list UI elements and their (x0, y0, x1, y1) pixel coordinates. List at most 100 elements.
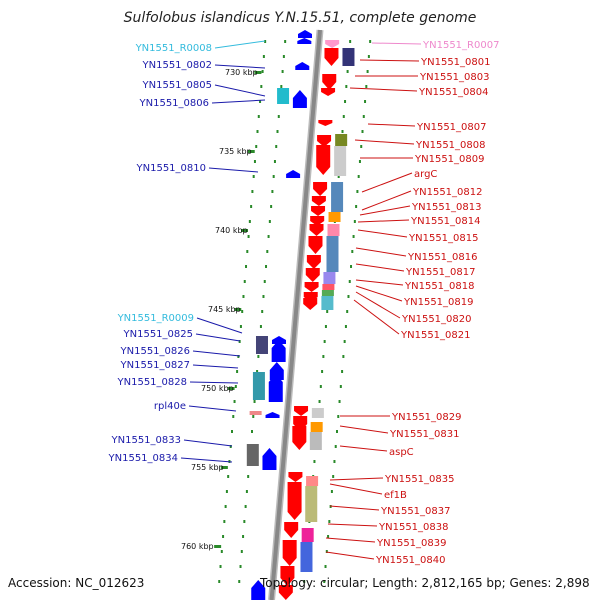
tick-dot (250, 205, 253, 208)
gene-label: rpl40e (154, 401, 186, 412)
gene-arrow (305, 268, 320, 282)
tick-dot (281, 70, 284, 73)
gene-arrow (308, 236, 323, 254)
tick-dot (270, 205, 273, 208)
tick-dot (256, 130, 259, 133)
backbone-line (269, 29, 322, 600)
tick-dot (262, 295, 265, 298)
connector (188, 405, 237, 412)
cog-block (328, 212, 341, 222)
gene-label: YN1551_0816 (407, 252, 478, 263)
tick-dot (325, 550, 328, 553)
connector (354, 139, 415, 145)
connector (349, 87, 418, 92)
gene-label: YN1551_0829 (391, 412, 462, 423)
right-gene-labels: YN1551_R0007 YN1551_0801 YN1551_0803 YN1… (375, 40, 499, 566)
gene-arrow (251, 580, 266, 600)
cog-block (334, 146, 347, 176)
connector (211, 99, 266, 104)
connector (214, 64, 266, 69)
connector (355, 291, 401, 319)
tick-dot (239, 325, 242, 328)
tick-dot (355, 205, 358, 208)
tick-dot (356, 190, 359, 193)
tick-dot (243, 280, 246, 283)
gene-label: YN1551_0802 (142, 60, 213, 71)
gene-label: YN1551_0812 (412, 187, 483, 198)
gene-arrow (278, 585, 293, 600)
cog-block (306, 476, 319, 486)
cog-block (326, 236, 339, 272)
gene-arrow (294, 406, 309, 416)
gene-arrow (311, 206, 326, 216)
cog-blocks (246, 48, 355, 572)
gene-label: YN1551_R0007 (422, 40, 499, 51)
tick-dot (345, 85, 348, 88)
tick-dot (303, 580, 306, 583)
kbp-label: 760 kbp (181, 542, 214, 551)
tick-dot (336, 430, 338, 433)
gene-label: YN1551_0834 (108, 453, 179, 464)
connector (325, 551, 375, 560)
tick-dot (337, 415, 340, 418)
gene-label: YN1551_0807 (416, 122, 487, 133)
backbone (268, 29, 324, 600)
connector (359, 59, 420, 62)
tick-dot (259, 325, 262, 328)
tick-dot (225, 490, 228, 493)
gene-arrow (282, 540, 297, 566)
tick-dot (265, 265, 268, 268)
cog-block (309, 432, 322, 450)
gene-label: YN1551_R0008 (135, 43, 212, 54)
cog-block (321, 290, 334, 296)
gene-label: YN1551_0818 (404, 281, 475, 292)
tick-dot (271, 190, 274, 193)
tick-dot (239, 565, 242, 568)
gene-label: YN1551_0835 (384, 474, 455, 485)
gene-label: YN1551_0808 (415, 140, 486, 151)
connector (329, 505, 380, 511)
cog-block (301, 528, 314, 542)
tick-dot (263, 280, 266, 283)
tick-dot (232, 415, 235, 418)
connector (355, 247, 407, 257)
tick-dot (358, 160, 361, 163)
gene-label: YN1551_0826 (120, 346, 191, 357)
cog-block (252, 372, 265, 400)
gene-label: YN1551_0838 (378, 522, 449, 533)
tick-dot (342, 115, 345, 118)
tick-dot (247, 235, 250, 238)
gene-arrow (304, 282, 319, 292)
cog-block (331, 182, 344, 212)
tick-dot (341, 130, 344, 133)
gene-arrow (286, 170, 301, 178)
tick-dot (242, 535, 245, 538)
tick-dot (319, 385, 322, 388)
tick-dot (347, 295, 350, 298)
tick-dot (322, 355, 325, 358)
gene-arrow (268, 374, 283, 402)
kbp-label: 750 kbp (201, 384, 234, 393)
gene-label: ef1B (384, 490, 407, 501)
connector (180, 457, 233, 463)
tick-dot (338, 400, 341, 403)
kbp-tick (234, 308, 242, 311)
tick-dot (342, 355, 345, 358)
cog-block (310, 422, 323, 432)
gene-label: YN1551_0821 (400, 330, 471, 341)
tick-dot (277, 115, 280, 118)
gene-label: YN1551_0813 (411, 202, 482, 213)
connector (361, 190, 412, 211)
tick-dot (253, 160, 256, 163)
tick-dot (243, 520, 246, 523)
topology-text: Topology: circular; Length: 2,812,165 bp… (260, 576, 590, 590)
connector (353, 299, 400, 335)
tick-dot (324, 325, 327, 328)
gene-arrow (262, 448, 277, 470)
gene-arrow (311, 196, 326, 206)
connector (183, 439, 233, 447)
connector (355, 285, 403, 302)
connector (355, 263, 405, 272)
connector (329, 477, 384, 481)
cog-block (335, 134, 348, 146)
